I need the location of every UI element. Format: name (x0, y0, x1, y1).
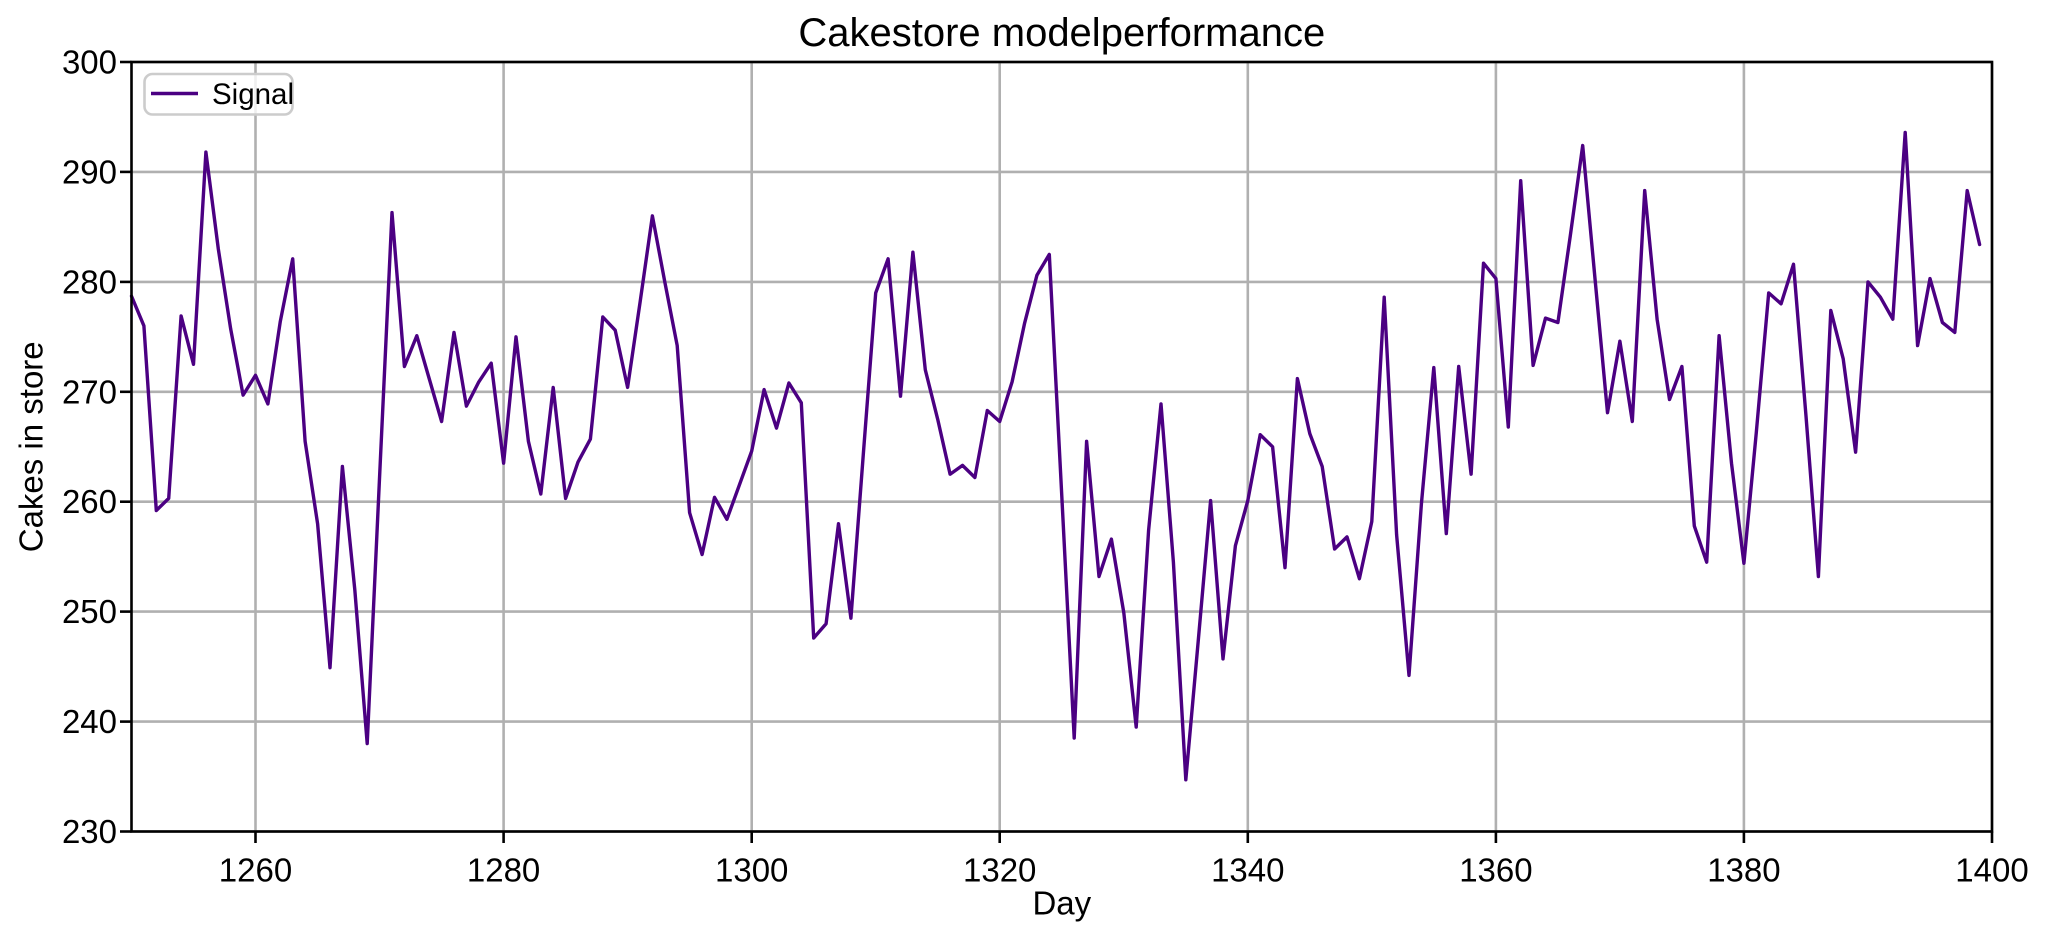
svg-text:Cakes in store: Cakes in store (13, 341, 50, 552)
svg-text:1280: 1280 (467, 852, 540, 889)
svg-text:230: 230 (62, 813, 117, 850)
svg-text:Day: Day (1032, 885, 1091, 922)
svg-text:290: 290 (62, 153, 117, 190)
svg-text:260: 260 (62, 483, 117, 520)
svg-text:1320: 1320 (963, 852, 1036, 889)
svg-text:1340: 1340 (1211, 852, 1284, 889)
svg-text:1360: 1360 (1459, 852, 1532, 889)
svg-text:240: 240 (62, 703, 117, 740)
svg-text:1400: 1400 (1955, 852, 2028, 889)
svg-text:280: 280 (62, 263, 117, 300)
svg-text:1260: 1260 (219, 852, 292, 889)
svg-text:250: 250 (62, 593, 117, 630)
svg-text:270: 270 (62, 373, 117, 410)
svg-text:300: 300 (62, 44, 117, 81)
svg-text:1300: 1300 (715, 852, 788, 889)
svg-text:Signal: Signal (212, 78, 294, 111)
svg-text:1380: 1380 (1707, 852, 1780, 889)
svg-text:Cakestore modelperformance: Cakestore modelperformance (798, 11, 1325, 55)
